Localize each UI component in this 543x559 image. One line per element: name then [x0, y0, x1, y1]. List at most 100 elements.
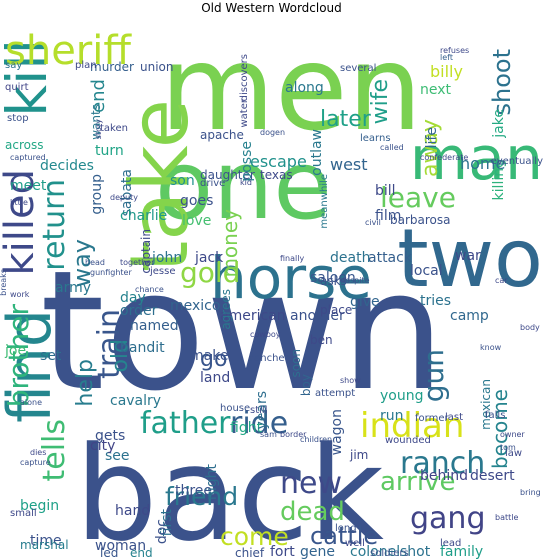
word-end-121: end [130, 546, 153, 559]
word-young-78: young [380, 388, 424, 404]
word-escape-43: escape [250, 152, 307, 171]
word-new-25: new [280, 466, 343, 501]
word-wagon-101: wagon [329, 409, 345, 456]
word-last-168: last [445, 412, 464, 423]
word-run-79: run [380, 408, 404, 424]
word-day-66: day [120, 290, 146, 306]
word-land-77: land [200, 370, 231, 386]
word-two-5: two [397, 212, 543, 305]
word-bring-181: bring [520, 488, 541, 497]
word-chief-120: chief [235, 546, 265, 559]
word-drive-145: drive [200, 178, 226, 189]
word-discovers-143: discovers [239, 54, 250, 102]
word-night-98: night [204, 464, 220, 501]
word-left-141: left [440, 53, 453, 62]
word-dead-26: dead [280, 497, 345, 527]
word-set-93: set [40, 348, 62, 364]
word-tries-73: tries [420, 293, 452, 309]
word-indian-14: indian [360, 406, 465, 446]
word-water-135: water [239, 99, 250, 128]
word-texas-49: texas [260, 168, 293, 182]
word-dies-178: dies [30, 448, 47, 457]
word-bill-86: bill [375, 183, 396, 199]
word-john-64: john [152, 250, 183, 266]
word-asks-123: asks [320, 274, 347, 288]
word-jesse-150: jesse [150, 266, 176, 277]
word-named-68: named [130, 318, 179, 334]
word-help-35: help [73, 359, 98, 407]
word-hand-97: hand [115, 503, 151, 519]
word-jim-102: jim [350, 448, 369, 462]
wordcloud-area: town back men one take two horse man find kill she… [0, 19, 543, 559]
word-joe-94: joe [5, 343, 27, 359]
word-colonel-109: colonel [350, 544, 401, 559]
word-fort-108: fort [270, 544, 295, 559]
word-owner-170: owner [500, 430, 525, 439]
word-soldiers-185: soldiers [370, 548, 409, 559]
word-small-180: small [10, 508, 37, 519]
word-know-163: know [480, 343, 502, 352]
word-three-96: three [175, 483, 213, 499]
word-charlie-62: charlie [120, 208, 168, 224]
word-sheriff-10: sheriff [5, 28, 131, 74]
word-house-165: house [220, 403, 251, 414]
word-along-52: along [285, 80, 324, 96]
word-shot-111: shot [400, 544, 431, 559]
word-cavalry-95: cavalry [110, 393, 162, 409]
word-sam-173: sam [260, 430, 277, 439]
word-stop-130: stop [7, 113, 29, 124]
word-gunfighter-187: gunfighter [90, 268, 132, 277]
word-gets-90: gets [95, 428, 126, 444]
word-go-37: go [200, 347, 228, 372]
word-army-65: army [55, 280, 92, 296]
word-cowboy-160: cowboy [250, 330, 281, 339]
word-see-91: see [105, 448, 130, 464]
word-deputy-146: deputy [110, 193, 139, 202]
word-west-44: west [330, 155, 368, 174]
word-say-128: say [5, 60, 23, 71]
word-ben-117: ben [310, 333, 333, 347]
word-saloon-82: saloon [310, 270, 356, 286]
word-camp-74: camp [450, 308, 489, 324]
figure-title: Old Western Wordcloud [201, 1, 342, 15]
word-give-72: give [350, 294, 380, 310]
word-confederate-138: confederate [420, 153, 469, 162]
word-border-174: border [280, 430, 307, 439]
word-attack-81: attack [368, 250, 412, 266]
word-head-153: head [85, 258, 105, 267]
word-fight-89: fight [230, 420, 263, 436]
word-gang-16: gang [410, 501, 486, 536]
word-home-46: home [460, 154, 506, 173]
word-civil-149: civil [365, 218, 381, 227]
word-captured-147: captured [10, 153, 46, 162]
word-one-3: one [155, 131, 332, 241]
word-meanwhile-87: meanwhile [319, 174, 330, 229]
word-jack-63: jack [195, 250, 224, 266]
word-across-131: across [5, 138, 44, 152]
word-decides-47: decides [40, 158, 94, 174]
word-long-183: long [335, 523, 357, 534]
word-daughter-48: daughter [200, 168, 255, 182]
word-group-57: group [89, 174, 105, 215]
word-leave-21: leave [380, 181, 456, 214]
word-film-85: film [375, 208, 402, 224]
word-wounded-176: wounded [385, 435, 431, 446]
word-learns-136: learns [360, 133, 391, 144]
word-woman-105: woman [95, 538, 147, 554]
word-money-39: money [218, 209, 242, 278]
word-arrive-17: arrive [380, 467, 456, 497]
word-murder-125: murder [90, 60, 134, 74]
word-mexican-114: mexican [479, 379, 493, 430]
word-horse-6: horse [210, 244, 372, 312]
word-meet-50: meet [10, 178, 47, 194]
word-chance-151: chance [135, 285, 164, 294]
word-led-119: led [100, 546, 119, 559]
word-agrees-190: agrees [219, 289, 233, 330]
word-body-164: body [520, 323, 540, 332]
word-posse-55: posse [239, 141, 255, 182]
word-mexico-69: mexico [170, 298, 221, 314]
word-gene-106: gene [300, 544, 335, 559]
word-make-76: make [190, 348, 229, 364]
word-turn-51: turn [95, 143, 124, 159]
